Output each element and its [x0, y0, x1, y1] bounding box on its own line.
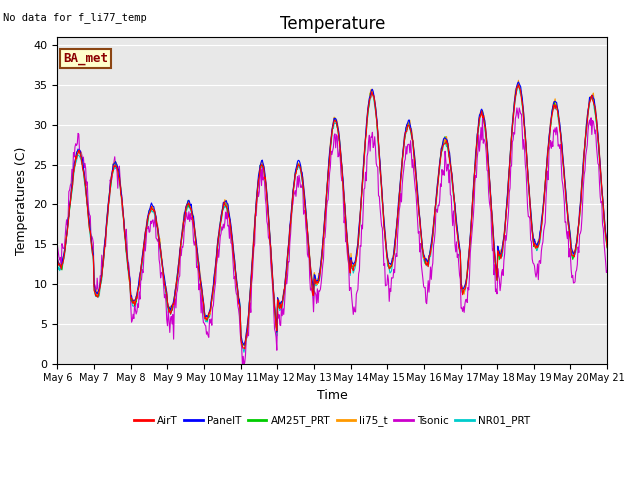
- Y-axis label: Temperatures (C): Temperatures (C): [15, 146, 28, 255]
- Title: Temperature: Temperature: [280, 15, 385, 33]
- Legend: AirT, PanelT, AM25T_PRT, li75_t, Tsonic, NR01_PRT: AirT, PanelT, AM25T_PRT, li75_t, Tsonic,…: [130, 411, 534, 431]
- Text: BA_met: BA_met: [63, 52, 108, 65]
- X-axis label: Time: Time: [317, 389, 348, 402]
- Text: No data for f_li77_temp: No data for f_li77_temp: [3, 12, 147, 23]
